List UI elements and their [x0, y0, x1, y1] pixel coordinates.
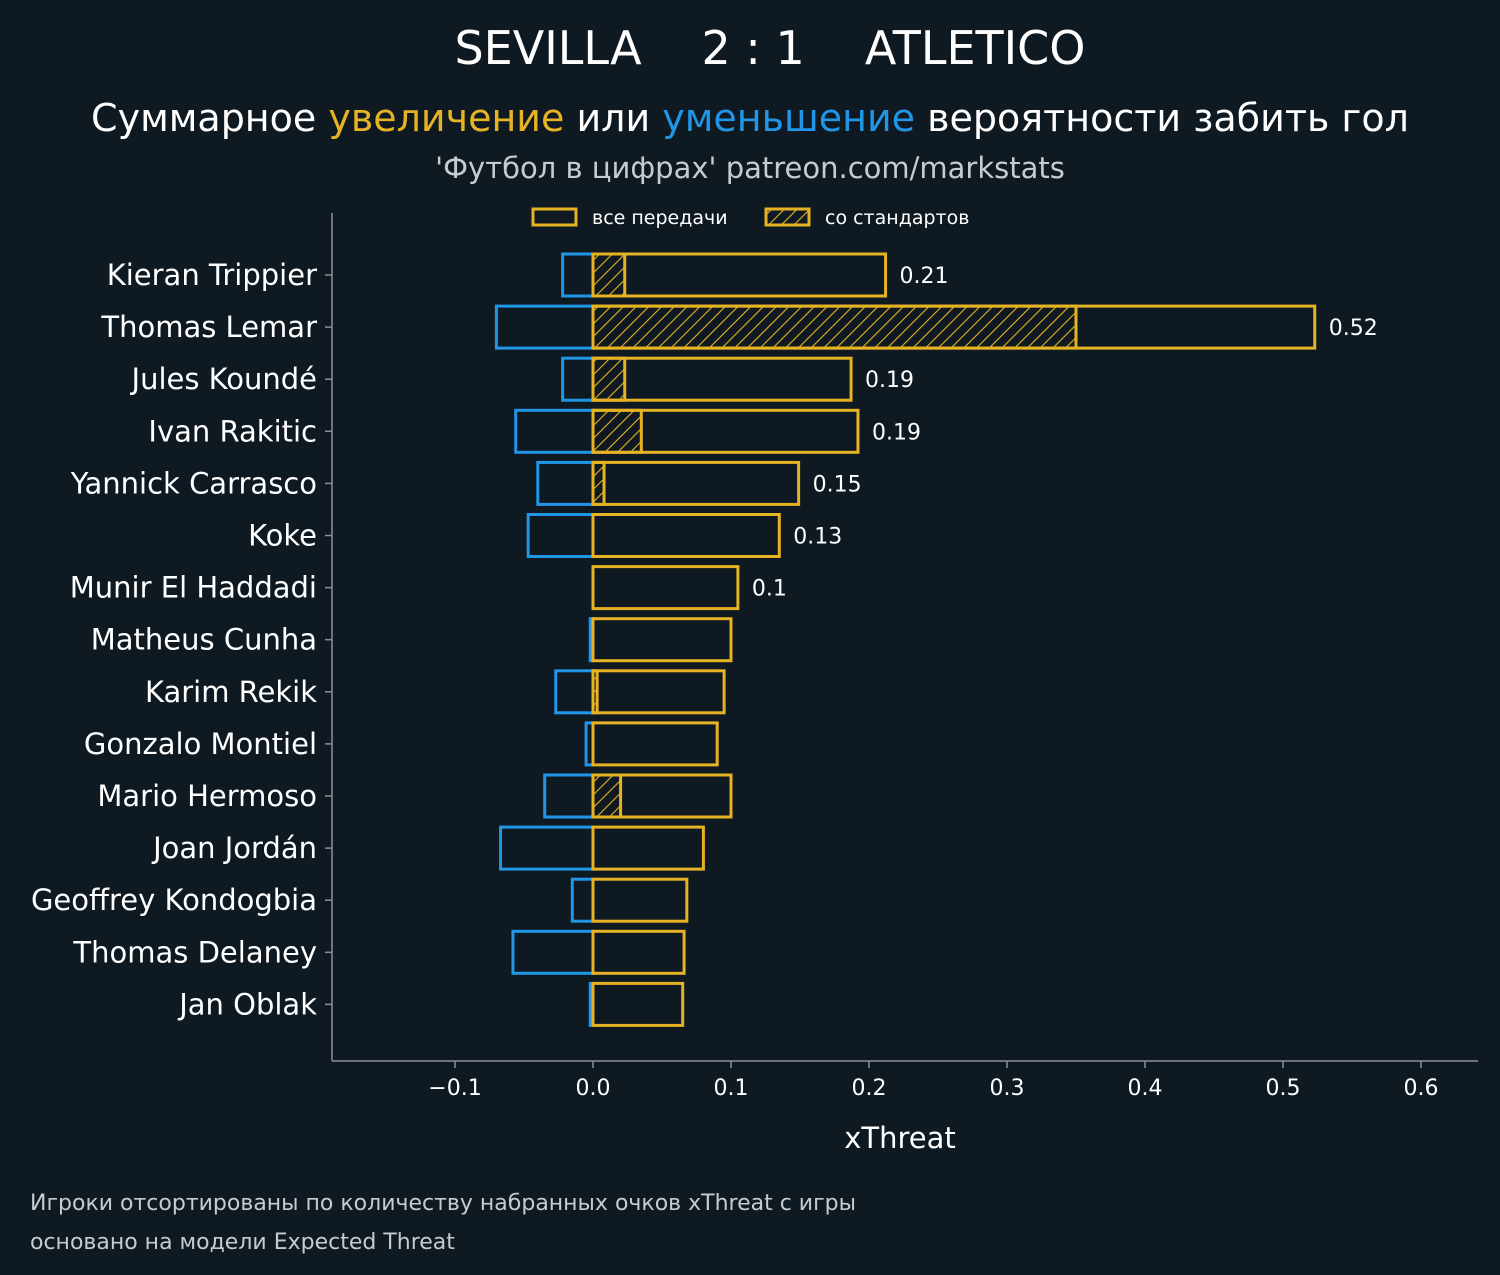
decrease-bar	[570, 877, 595, 923]
legend-label-set-pieces: со стандартов	[825, 207, 969, 229]
legend-swatch-set-pieces	[764, 207, 811, 227]
legend: все передачи со стандартов	[531, 207, 969, 229]
set-piece-bar	[591, 408, 643, 454]
player-label: Joan Jordán	[151, 831, 317, 865]
credit-line: 'Футбол в цифрах' patreon.com/markstats	[435, 151, 1065, 185]
all-passes-bar	[591, 460, 801, 506]
decrease-bar	[511, 929, 595, 975]
all-passes-bar	[591, 513, 781, 558]
all-passes-bar	[591, 304, 1317, 350]
all-passes-bar	[591, 408, 860, 454]
player-label: Matheus Cunha	[91, 623, 317, 657]
player-label: Mario Hermoso	[97, 779, 317, 813]
value-label: 0.1	[752, 577, 787, 602]
player-label: Jan Oblak	[177, 987, 317, 1021]
x-tick-label: 0.4	[1128, 1076, 1163, 1101]
set-piece-bar	[591, 773, 623, 819]
chart-subtitle: Суммарное увеличение или уменьшение веро…	[91, 96, 1409, 140]
x-tick-label: 0.0	[576, 1076, 611, 1101]
player-label: Karim Rekik	[145, 675, 317, 709]
player-label: Koke	[248, 519, 317, 553]
all-passes-bar	[591, 669, 726, 715]
decrease-bar	[561, 252, 595, 298]
all-passes-bar	[591, 356, 853, 402]
player-label: Munir El Haddadi	[70, 571, 317, 605]
subtitle-part1: Суммарное	[91, 96, 328, 140]
value-label: 0.13	[793, 525, 842, 550]
all-passes-bar	[591, 721, 719, 767]
x-tick-label: 0.2	[852, 1076, 887, 1101]
x-tick-label: 0.1	[714, 1076, 749, 1101]
value-label: 0.21	[900, 264, 949, 289]
all-passes-bar	[591, 825, 705, 871]
set-piece-bar	[591, 356, 627, 402]
subtitle-part3: вероятности забить гол	[915, 96, 1409, 140]
all-passes-bar	[591, 617, 733, 663]
home-team: SEVILLA	[454, 21, 642, 75]
value-label: 0.19	[865, 368, 914, 393]
decrease-bar	[499, 825, 595, 871]
player-label: Yannick Carrasco	[70, 466, 317, 500]
all-passes-bar	[591, 981, 685, 1027]
player-label: Ivan Rakitic	[148, 414, 317, 448]
legend-label-all-passes: все передачи	[592, 207, 728, 229]
subtitle-part2: или	[564, 96, 662, 140]
decrease-bar	[536, 460, 595, 506]
player-label: Jules Koundé	[130, 362, 317, 396]
value-label: 0.52	[1329, 316, 1378, 341]
player-label: Thomas Lemar	[100, 310, 317, 344]
subtitle-decrease: уменьшение	[662, 96, 915, 140]
decrease-bar	[526, 513, 595, 558]
set-piece-bar	[591, 304, 1078, 350]
player-label: Kieran Trippier	[107, 258, 317, 292]
match-title: SEVILLA 2 : 1 ATLETICO	[454, 21, 1085, 75]
x-tick-label: 0.5	[1266, 1076, 1301, 1101]
all-passes-bar	[591, 252, 888, 298]
decrease-bar	[561, 356, 595, 402]
footnote-line1: Игроки отсортированы по количеству набра…	[30, 1191, 856, 1216]
player-label: Geoffrey Kondogbia	[31, 883, 317, 917]
all-passes-bar	[591, 565, 740, 611]
score: 2 : 1	[702, 21, 805, 75]
all-passes-bar	[591, 929, 686, 975]
player-label: Thomas Delaney	[72, 935, 317, 969]
footnote-line2: основано на модели Expected Threat	[30, 1230, 455, 1255]
x-tick-label: 0.6	[1404, 1076, 1439, 1101]
x-tick-label: 0.3	[990, 1076, 1025, 1101]
player-label: Gonzalo Montiel	[84, 727, 317, 761]
set-piece-bar	[591, 252, 627, 298]
all-passes-bar	[591, 877, 689, 923]
decrease-bar	[554, 669, 595, 715]
legend-swatch-all-passes	[531, 207, 578, 227]
decrease-bar	[514, 408, 595, 454]
value-label: 0.15	[813, 472, 862, 497]
x-axis-label: xThreat	[844, 1121, 956, 1155]
away-team: ATLETICO	[865, 21, 1086, 75]
decrease-bar	[543, 773, 595, 819]
subtitle-increase: увеличение	[328, 96, 564, 140]
decrease-bar	[494, 304, 595, 350]
all-passes-bar	[591, 773, 733, 819]
set-piece-bar	[591, 460, 606, 506]
x-tick-label: −0.1	[428, 1076, 481, 1101]
value-label: 0.19	[872, 420, 921, 445]
